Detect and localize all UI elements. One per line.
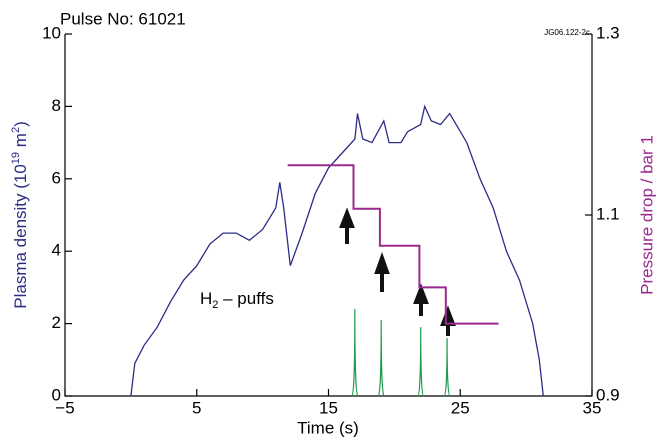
code-label: JG06.122-2c (544, 28, 590, 37)
arrow (413, 283, 429, 316)
y2-tick-label: 1.3 (596, 23, 620, 42)
y-label-sup: 19 (10, 152, 22, 164)
y-tick-label: 8 (52, 96, 61, 115)
data-line (287, 164, 499, 325)
annotation-sub: 2 (212, 299, 218, 311)
annotation-part: H (200, 289, 212, 308)
puff-spike (377, 319, 385, 397)
puff-spike (417, 327, 425, 397)
y-label-sup: 2 (10, 127, 22, 133)
y-tick-label: 0 (52, 385, 61, 404)
x-tick-label: 5 (192, 398, 201, 417)
y-tick-label: 10 (42, 23, 61, 42)
y-tick-label: 6 (52, 168, 61, 187)
puff-spike (443, 338, 451, 397)
chart-title: Pulse No: 61021 (60, 9, 186, 28)
y2-tick-label: 0.9 (596, 385, 620, 404)
arrow (339, 207, 355, 244)
y2-axis-label: Pressure drop / bar 1 (637, 135, 656, 295)
y-axis-label: Plasma density (1019 m2) (10, 121, 31, 309)
x-tick-label: 15 (319, 398, 338, 417)
y-tick-label: 4 (52, 241, 61, 260)
x-axis-label: Time (s) (297, 418, 359, 437)
y-tick-label: 2 (52, 313, 61, 332)
y-label-part: ) (11, 121, 30, 127)
y2-tick-label: 1.1 (596, 204, 620, 223)
arrows (339, 207, 456, 336)
y-label-part: m (11, 133, 30, 152)
x-tick-label: 35 (583, 398, 602, 417)
y-label-part: Plasma density (10 (11, 164, 30, 309)
annotation: H2 – puffs (200, 289, 274, 310)
puff-spike (351, 309, 359, 397)
arrow (374, 252, 390, 292)
x-tick-label: 25 (451, 398, 470, 417)
annotation-part: – puffs (218, 289, 273, 308)
data-line (130, 104, 544, 397)
x-tick-label: −5 (55, 398, 74, 417)
axis-frame (64, 34, 593, 397)
